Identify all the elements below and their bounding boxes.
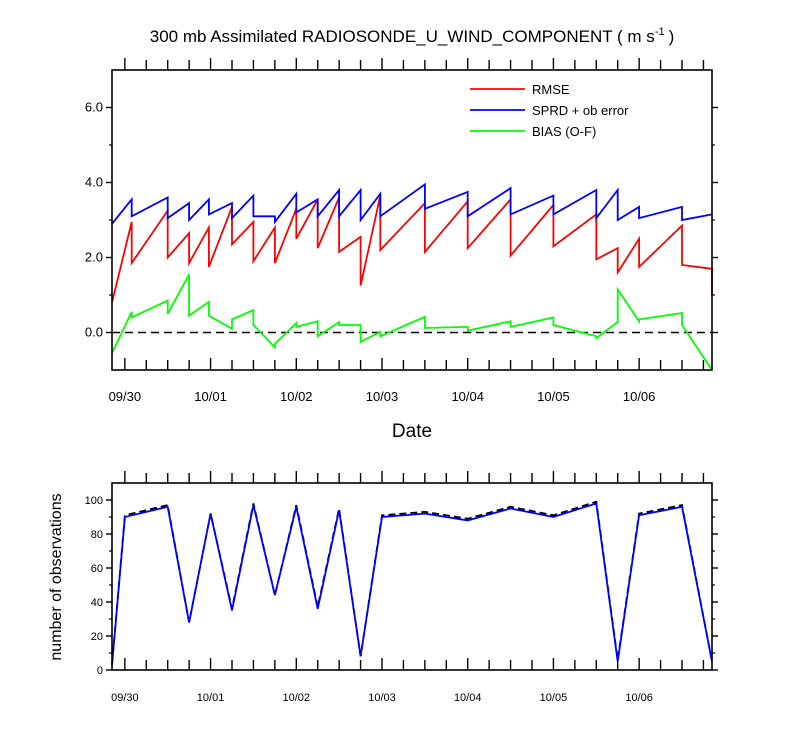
bias-line: [111, 273, 713, 371]
top-plot-area: 0.0 2.0 4.0 6.0 09/30 10/01 10/02 10/03 10/04 10/…: [85, 58, 718, 404]
observations-assimilated-line: [111, 502, 713, 665]
top-x-tick-label: 10/03: [366, 389, 399, 404]
top-y-tick-label: 6.0: [85, 100, 103, 115]
legend: RMSE SPRD + ob error BIAS (O-F): [470, 82, 629, 139]
bottom-x-tick-label: 10/05: [540, 692, 568, 704]
bottom-x-tick-label: 10/06: [625, 692, 653, 704]
bottom-x-tick-label: 10/04: [454, 692, 482, 704]
chart-title-superscript: -1: [655, 26, 665, 38]
x-axis-label: Date: [392, 421, 432, 442]
bottom-x-tick-label: 10/02: [283, 692, 311, 704]
rmse-line: [111, 195, 713, 303]
bottom-x-tick-label: 09/30: [111, 692, 139, 704]
top-x-tick-label: 10/01: [194, 389, 227, 404]
top-x-tick-label: 09/30: [109, 389, 142, 404]
top-x-tick-label: 10/05: [537, 389, 570, 404]
bottom-y-tick-label: 60: [91, 563, 103, 575]
chart-title-close: ): [669, 27, 675, 46]
bottom-x-tick-label: 10/01: [197, 692, 225, 704]
legend-label-rmse: RMSE: [532, 82, 570, 97]
chart-title: 300 mb Assimilated RADIOSONDE_U_WIND_COM…: [150, 26, 675, 46]
bottom-axes: 0 20 40 60 80 100 09/30 10/01 10/02 10/03 10/04 10/…: [85, 471, 718, 704]
top-x-tick-label: 10/04: [451, 389, 484, 404]
top-y-tick-label: 2.0: [85, 250, 103, 265]
sprd-line: [111, 182, 713, 225]
top-y-tick-label: 4.0: [85, 175, 103, 190]
bottom-y-tick-label: 0: [97, 665, 103, 677]
bottom-series-group: [111, 500, 713, 665]
top-x-tick-label: 10/06: [623, 389, 656, 404]
bottom-frame: [111, 482, 713, 671]
top-x-tick-label: 10/02: [280, 389, 313, 404]
legend-label-bias: BIAS (O-F): [532, 124, 596, 139]
bottom-y-tick-label: 20: [91, 631, 103, 643]
bottom-y-tick-label: 100: [85, 495, 103, 507]
bottom-chart: 0 20 40 60 80 100 09/30 10/01 10/02 10/03 10/04 10/…: [48, 471, 718, 704]
chart-title-text: 300 mb Assimilated RADIOSONDE_U_WIND_COM…: [150, 27, 655, 46]
bottom-x-tick-label: 10/03: [368, 692, 396, 704]
top-chart: 300 mb Assimilated RADIOSONDE_U_WIND_COM…: [85, 26, 718, 442]
top-y-tick-label: 0.0: [85, 325, 103, 340]
observations-total-line: [111, 500, 713, 665]
legend-label-sprd: SPRD + ob error: [532, 103, 629, 118]
y-axis-label: number of observations: [48, 493, 65, 660]
bottom-y-tick-label: 40: [91, 597, 103, 609]
top-axes: 0.0 2.0 4.0 6.0 09/30 10/01 10/02 10/03 10/04 10/…: [85, 58, 718, 404]
top-series-group: [111, 182, 713, 371]
bottom-y-tick-label: 80: [91, 529, 103, 541]
